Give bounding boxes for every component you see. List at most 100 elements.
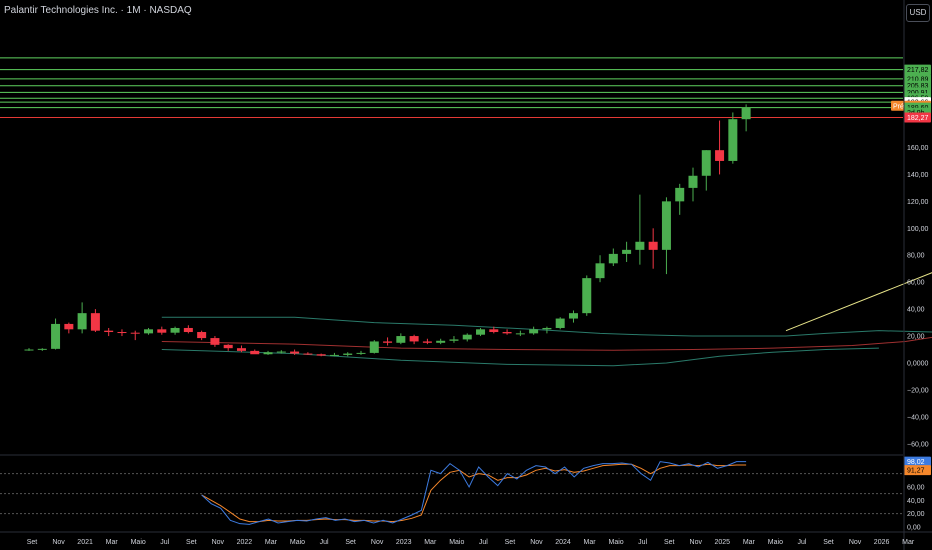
- candle[interactable]: [462, 333, 472, 342]
- candle[interactable]: [77, 302, 87, 334]
- candle[interactable]: [449, 336, 459, 343]
- candles[interactable]: [24, 104, 751, 357]
- candle-body[interactable]: [502, 332, 512, 334]
- candle[interactable]: [515, 330, 525, 337]
- candle[interactable]: [383, 337, 393, 346]
- candle-body[interactable]: [422, 341, 432, 343]
- candle[interactable]: [51, 318, 61, 350]
- candle-body[interactable]: [661, 201, 671, 250]
- candle-body[interactable]: [409, 336, 419, 342]
- candle-body[interactable]: [715, 150, 725, 161]
- candle[interactable]: [303, 352, 313, 355]
- candle[interactable]: [369, 340, 379, 354]
- candle-body[interactable]: [263, 352, 273, 355]
- candle-body[interactable]: [515, 333, 525, 335]
- candle-body[interactable]: [170, 327, 180, 333]
- candle-body[interactable]: [568, 313, 578, 319]
- candle[interactable]: [555, 317, 565, 330]
- candle[interactable]: [157, 326, 167, 335]
- candle[interactable]: [688, 167, 698, 202]
- candle[interactable]: [396, 333, 406, 345]
- candle[interactable]: [542, 326, 552, 334]
- candle[interactable]: [741, 104, 751, 132]
- candle-body[interactable]: [396, 336, 406, 343]
- candle[interactable]: [117, 329, 127, 337]
- oscillator-main-line[interactable]: [201, 461, 747, 525]
- candle-body[interactable]: [436, 340, 446, 343]
- candle[interactable]: [197, 330, 207, 341]
- candle[interactable]: [502, 329, 512, 335]
- candle[interactable]: [223, 344, 233, 351]
- candle[interactable]: [329, 352, 339, 357]
- candle-body[interactable]: [542, 327, 552, 330]
- candle-body[interactable]: [37, 348, 47, 350]
- candle-body[interactable]: [555, 318, 565, 328]
- candle[interactable]: [675, 183, 685, 215]
- candle[interactable]: [701, 150, 711, 191]
- candle[interactable]: [170, 326, 180, 335]
- candle-body[interactable]: [117, 332, 127, 334]
- candle[interactable]: [489, 326, 499, 334]
- candle[interactable]: [183, 325, 193, 334]
- candle[interactable]: [356, 350, 366, 355]
- candle-body[interactable]: [276, 351, 286, 353]
- candle[interactable]: [64, 322, 74, 334]
- candle-body[interactable]: [223, 344, 233, 349]
- candle-body[interactable]: [622, 249, 632, 254]
- candle[interactable]: [635, 194, 645, 265]
- candle-body[interactable]: [157, 329, 167, 333]
- candle-body[interactable]: [648, 241, 658, 250]
- horizontal-levels[interactable]: [0, 57, 903, 118]
- oscillator-pane[interactable]: 60,00 40,00 20,00 0,00 98,02 91,27: [0, 454, 931, 532]
- candle-body[interactable]: [383, 341, 393, 343]
- candle[interactable]: [290, 349, 300, 355]
- candle-body[interactable]: [329, 354, 339, 356]
- candle[interactable]: [104, 327, 114, 337]
- candle[interactable]: [568, 310, 578, 323]
- candle[interactable]: [422, 338, 432, 345]
- price-axis[interactable]: 160,00 140,00 120,00 100,00 80,00 60,00 40,00 2…: [907, 145, 929, 448]
- candle-body[interactable]: [183, 327, 193, 333]
- candle-body[interactable]: [701, 150, 711, 176]
- wedge-upper-trendline[interactable]: [785, 77, 932, 332]
- candle-body[interactable]: [635, 241, 645, 250]
- candle-body[interactable]: [608, 253, 618, 264]
- candle-body[interactable]: [675, 187, 685, 202]
- candle[interactable]: [648, 228, 658, 269]
- candle-body[interactable]: [582, 278, 592, 314]
- wedge-trendlines[interactable]: [785, 77, 932, 332]
- candle-body[interactable]: [595, 263, 605, 279]
- candle[interactable]: [436, 338, 446, 345]
- candle-body[interactable]: [250, 350, 260, 355]
- candle[interactable]: [622, 241, 632, 262]
- candle[interactable]: [276, 350, 286, 354]
- candle[interactable]: [37, 348, 47, 351]
- candle[interactable]: [529, 326, 539, 335]
- candle[interactable]: [715, 120, 725, 175]
- candle-body[interactable]: [303, 353, 313, 355]
- candle[interactable]: [24, 348, 34, 351]
- candle-body[interactable]: [529, 329, 539, 334]
- candle[interactable]: [595, 255, 605, 283]
- candle[interactable]: [661, 197, 671, 275]
- candle-body[interactable]: [728, 119, 738, 161]
- candle[interactable]: [608, 248, 618, 267]
- candle-body[interactable]: [104, 330, 114, 333]
- candle[interactable]: [343, 352, 353, 357]
- candle-body[interactable]: [197, 332, 207, 339]
- candle-body[interactable]: [476, 329, 486, 335]
- candle[interactable]: [210, 336, 220, 347]
- candle-body[interactable]: [741, 107, 751, 120]
- candle[interactable]: [263, 350, 273, 355]
- candle-body[interactable]: [369, 341, 379, 353]
- candle-body[interactable]: [449, 339, 459, 341]
- candle[interactable]: [236, 345, 246, 353]
- candle[interactable]: [728, 112, 738, 164]
- candle[interactable]: [476, 327, 486, 337]
- candle-body[interactable]: [130, 332, 140, 334]
- candle-body[interactable]: [64, 323, 74, 330]
- candle-body[interactable]: [24, 349, 34, 351]
- candle[interactable]: [130, 330, 140, 341]
